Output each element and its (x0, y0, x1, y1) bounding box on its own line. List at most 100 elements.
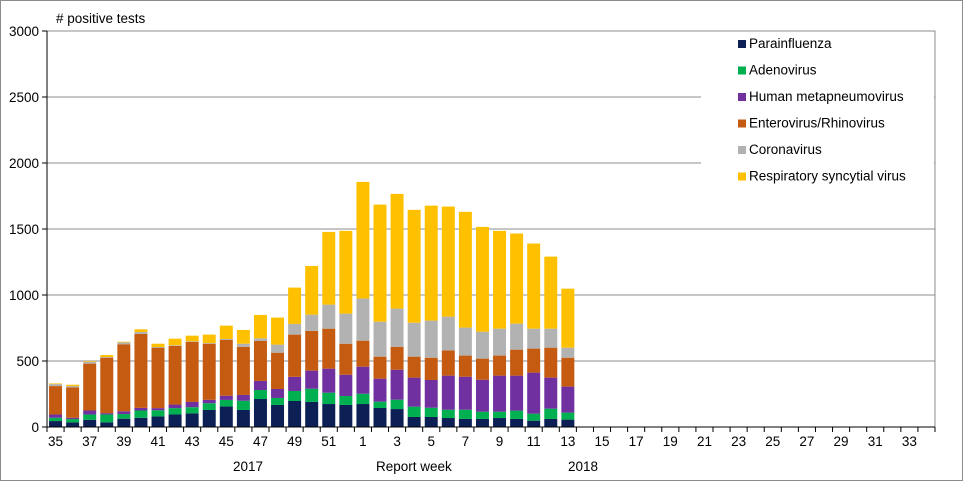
bar-respiratory-syncytial-virus-week-42 (168, 338, 182, 346)
bar-enterovirus-rhinovirus-week-45 (219, 340, 233, 396)
bar-respiratory-syncytial-virus-week-49 (288, 287, 302, 324)
bar-adenovirus-week-43 (185, 407, 199, 414)
bar-coronavirus-week-7 (458, 327, 472, 356)
year-label-2018: 2018 (568, 459, 598, 474)
x-tick-label: 39 (116, 434, 131, 449)
x-tick-label: 43 (185, 434, 200, 449)
bar-adenovirus-week-47 (253, 390, 267, 400)
bar-adenovirus-week-5 (424, 407, 438, 417)
bar-parainfluenza-week-3 (390, 409, 404, 427)
x-tick-label: 29 (834, 434, 849, 449)
bar-adenovirus-week-50 (305, 388, 319, 402)
bar-adenovirus-week-49 (288, 390, 302, 401)
bar-parainfluenza-week-51 (322, 404, 336, 427)
y-axis-title: # positive tests (56, 11, 146, 26)
bar-human-metapneumovirus-week-49 (288, 376, 302, 391)
bar-coronavirus-week-50 (305, 314, 319, 331)
bar-human-metapneumovirus-week-9 (493, 375, 507, 412)
legend-swatch (738, 119, 746, 128)
bar-parainfluenza-week-44 (202, 409, 216, 427)
bar-respiratory-syncytial-virus-week-4 (407, 209, 421, 323)
bar-adenovirus-week-9 (493, 411, 507, 419)
bar-adenovirus-week-11 (527, 413, 541, 421)
bar-adenovirus-week-10 (510, 410, 524, 419)
bar-coronavirus-week-9 (493, 328, 507, 356)
bar-adenovirus-week-12 (544, 408, 558, 419)
bar-enterovirus-rhinovirus-week-9 (493, 355, 507, 376)
bar-human-metapneumovirus-week-37 (83, 410, 97, 415)
bar-enterovirus-rhinovirus-week-13 (561, 357, 575, 387)
bar-enterovirus-rhinovirus-week-44 (202, 343, 216, 400)
bar-respiratory-syncytial-virus-week-39 (117, 341, 131, 343)
legend-label: Respiratory syncytial virus (749, 169, 906, 184)
bar-coronavirus-week-47 (253, 338, 267, 341)
y-tick-label: 2000 (9, 156, 39, 171)
bar-parainfluenza-week-2 (373, 407, 387, 427)
bar-parainfluenza-week-52 (339, 404, 353, 427)
bar-adenovirus-week-41 (151, 410, 165, 417)
x-tick-label: 23 (731, 434, 746, 449)
y-tick-label: 2500 (9, 90, 39, 105)
bar-adenovirus-week-2 (373, 401, 387, 408)
year-label-2017: 2017 (233, 459, 263, 474)
x-tick-label: 3 (393, 434, 401, 449)
bar-human-metapneumovirus-week-52 (339, 374, 353, 396)
x-axis-title: Report week (376, 459, 452, 474)
bar-parainfluenza-week-49 (288, 400, 302, 427)
bar-parainfluenza-week-7 (458, 418, 472, 427)
bar-enterovirus-rhinovirus-week-52 (339, 343, 353, 375)
bar-enterovirus-rhinovirus-week-1 (356, 340, 370, 367)
bar-parainfluenza-week-42 (168, 414, 182, 427)
bar-adenovirus-week-40 (134, 410, 148, 418)
bar-human-metapneumovirus-week-3 (390, 369, 404, 400)
bar-enterovirus-rhinovirus-week-7 (458, 355, 472, 377)
bar-enterovirus-rhinovirus-week-49 (288, 334, 302, 377)
bar-enterovirus-rhinovirus-week-47 (253, 340, 267, 381)
bar-coronavirus-week-40 (134, 331, 148, 334)
bar-adenovirus-week-39 (117, 414, 131, 419)
bar-enterovirus-rhinovirus-week-39 (117, 344, 131, 412)
x-tick-label: 41 (150, 434, 165, 449)
bar-human-metapneumovirus-week-1 (356, 366, 370, 394)
legend-label: Human metapneumovirus (749, 89, 904, 104)
legend-swatch (738, 40, 746, 48)
bar-human-metapneumovirus-week-48 (271, 388, 285, 398)
bar-adenovirus-week-48 (271, 397, 285, 405)
x-tick-label: 21 (697, 434, 712, 449)
y-tick-label: 0 (31, 420, 39, 435)
bar-respiratory-syncytial-virus-week-51 (322, 231, 336, 305)
bar-respiratory-syncytial-virus-week-6 (441, 206, 455, 317)
bar-human-metapneumovirus-week-10 (510, 375, 524, 411)
bar-human-metapneumovirus-week-44 (202, 399, 216, 404)
legend-swatch (738, 66, 746, 75)
bar-human-metapneumovirus-week-47 (253, 380, 267, 391)
bar-adenovirus-week-42 (168, 408, 182, 415)
bar-adenovirus-week-52 (339, 395, 353, 405)
bar-human-metapneumovirus-week-35 (49, 414, 63, 418)
bar-parainfluenza-week-46 (236, 409, 250, 427)
bar-enterovirus-rhinovirus-week-37 (83, 363, 97, 411)
bar-respiratory-syncytial-virus-week-50 (305, 265, 319, 315)
bar-human-metapneumovirus-week-46 (236, 394, 250, 401)
bar-respiratory-syncytial-virus-week-47 (253, 314, 267, 339)
bar-respiratory-syncytial-virus-week-43 (185, 335, 199, 342)
bar-respiratory-syncytial-virus-week-1 (356, 181, 370, 299)
bar-coronavirus-week-45 (219, 338, 233, 341)
bar-adenovirus-week-13 (561, 412, 575, 420)
bar-adenovirus-week-7 (458, 409, 472, 419)
legend-label: Enterovirus/Rhinovirus (749, 116, 885, 131)
bar-adenovirus-week-46 (236, 400, 250, 410)
bar-parainfluenza-week-5 (424, 416, 438, 427)
bar-human-metapneumovirus-week-4 (407, 377, 421, 407)
bar-enterovirus-rhinovirus-week-2 (373, 356, 387, 379)
x-tick-label: 13 (560, 434, 575, 449)
x-tick-label: 47 (253, 434, 268, 449)
bar-coronavirus-week-8 (475, 331, 489, 359)
bar-respiratory-syncytial-virus-week-45 (219, 325, 233, 339)
bar-enterovirus-rhinovirus-week-36 (66, 387, 80, 418)
y-tick-label: 1000 (9, 288, 39, 303)
bar-respiratory-syncytial-virus-week-13 (561, 288, 575, 348)
bar-human-metapneumovirus-week-36 (66, 417, 80, 420)
bar-respiratory-syncytial-virus-week-38 (100, 355, 114, 358)
